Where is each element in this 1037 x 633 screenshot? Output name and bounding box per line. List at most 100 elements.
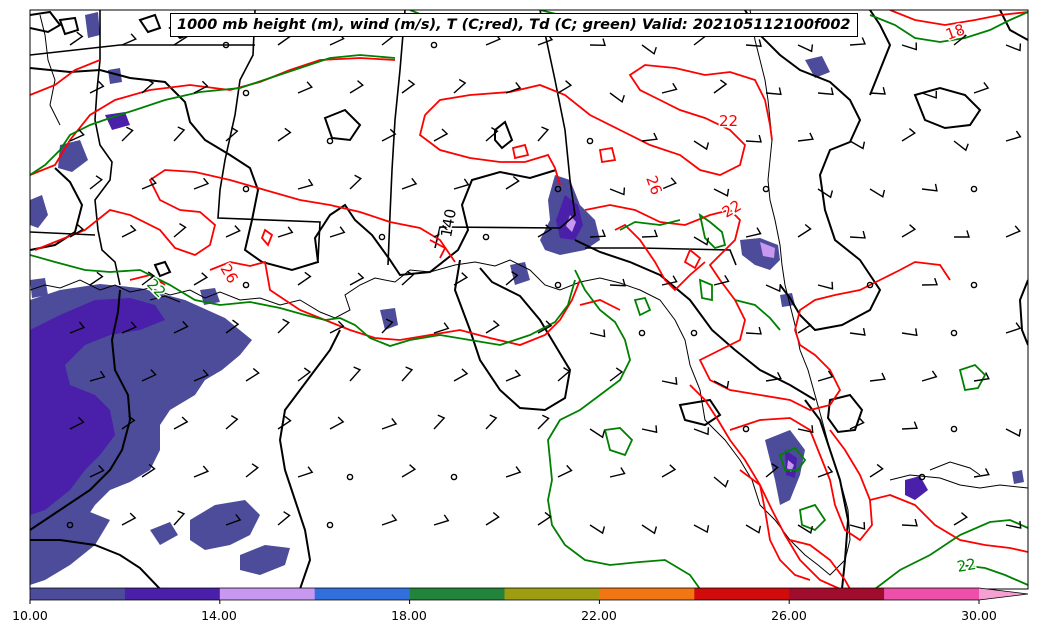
wind-barb: [89, 271, 104, 286]
wind-barb: [693, 140, 710, 151]
wind-barb: [381, 514, 398, 526]
colorbar-segment: [694, 588, 790, 600]
wind-barb: [69, 416, 85, 430]
calm-wind-marker: [450, 473, 458, 481]
temp-label: 26: [642, 173, 665, 197]
wind-barb: [609, 367, 624, 382]
wind-barb: [765, 463, 779, 478]
wind-barb: [121, 321, 137, 334]
wind-barb: [641, 229, 658, 238]
wind-barb: [69, 129, 85, 142]
wind-barb: [381, 417, 398, 430]
wind-barb: [713, 79, 728, 94]
wind-barb: [589, 524, 606, 535]
wind-barb: [713, 275, 730, 286]
calm-wind-marker: [762, 185, 770, 193]
wind-barb: [817, 370, 834, 382]
map-title: 1000 mb height (m), wind (m/s), T (C;red…: [170, 13, 858, 37]
calm-wind-marker: [586, 137, 594, 145]
wind-barb: [901, 421, 919, 430]
wind-barb: [485, 511, 500, 526]
wind-barb: [1005, 322, 1022, 334]
colorbar-segment: [30, 588, 126, 600]
wind-barb: [193, 177, 210, 190]
wind-barb: [329, 320, 345, 334]
colorbar-segment: [409, 588, 505, 600]
wind-barb: [797, 223, 812, 238]
wind-barb: [1005, 130, 1022, 142]
wind-barb: [297, 367, 312, 382]
wind-barb: [849, 140, 866, 150]
wind-barb: [225, 126, 239, 142]
calm-wind-marker: [66, 521, 74, 529]
wind-barb: [869, 463, 884, 478]
wind-barb: [609, 92, 625, 104]
wind-barb: [817, 188, 834, 199]
shaded-field: [30, 12, 1024, 585]
wind-barb: [589, 329, 606, 338]
wind-barb: [277, 226, 294, 238]
colorbar-tick: 30.00: [961, 608, 997, 623]
wind-barb: [505, 369, 522, 382]
wind-barb: [245, 463, 259, 478]
wind-barb: [297, 271, 312, 286]
wind-barb: [869, 87, 886, 95]
wind-barb: [745, 326, 762, 335]
wind-barb: [453, 78, 467, 94]
calm-wind-marker: [690, 329, 698, 337]
temp-label: 26: [217, 261, 242, 287]
wind-barb: [433, 128, 449, 142]
temp-label: 22: [719, 196, 745, 221]
wind-barb: [537, 126, 550, 142]
colorbar: [29, 587, 1029, 604]
wind-barb: [537, 414, 550, 430]
calm-wind-marker: [970, 281, 978, 289]
colorbar-tick: 22.00: [581, 608, 617, 623]
wind-barb: [193, 80, 209, 94]
wind-barb: [901, 224, 917, 238]
wind-barb: [973, 468, 990, 478]
colorbar-outline: [29, 587, 1029, 601]
calm-wind-marker: [222, 41, 230, 49]
wind-barb: [329, 226, 346, 238]
wind-barb: [89, 370, 106, 382]
wind-barb: [849, 327, 866, 336]
wind-barb: [173, 223, 187, 238]
wind-barb: [349, 366, 362, 382]
calm-wind-marker: [378, 233, 386, 241]
wind-barb: [225, 225, 241, 238]
calm-wind-marker: [742, 425, 750, 433]
wind-barb: [89, 80, 105, 94]
wind-barb: [661, 464, 677, 478]
wind-barb: [797, 425, 814, 434]
wind-barb: [173, 416, 189, 430]
wind-barb: [973, 81, 990, 94]
wind-barb: [869, 372, 886, 382]
temperature-contours: [30, 10, 1028, 589]
wind-barb: [485, 320, 500, 334]
wind-barb: [225, 414, 239, 430]
colorbar-tick: 26.00: [771, 608, 807, 623]
wind-barb: [121, 33, 137, 46]
wind-barb: [901, 328, 918, 337]
calm-wind-marker: [638, 329, 646, 337]
wind-barb: [817, 465, 834, 478]
temp-label: 22: [719, 112, 738, 130]
wind-barb: [817, 87, 834, 96]
wind-barb: [641, 524, 658, 535]
calm-wind-marker: [950, 425, 958, 433]
wind-barb: [693, 236, 710, 246]
wind-barb: [277, 511, 291, 526]
wind-barb: [797, 44, 814, 53]
wind-barb: [349, 174, 362, 190]
wind-barb: [381, 318, 394, 334]
wind-barb: [713, 188, 730, 197]
wind-barb: [349, 80, 364, 94]
wind-barb: [505, 271, 519, 286]
wind-barb: [797, 132, 814, 142]
wind-barb: [921, 183, 938, 192]
wind-barb: [765, 371, 782, 382]
wind-barb: [1005, 43, 1022, 52]
wind-barb: [641, 44, 657, 55]
